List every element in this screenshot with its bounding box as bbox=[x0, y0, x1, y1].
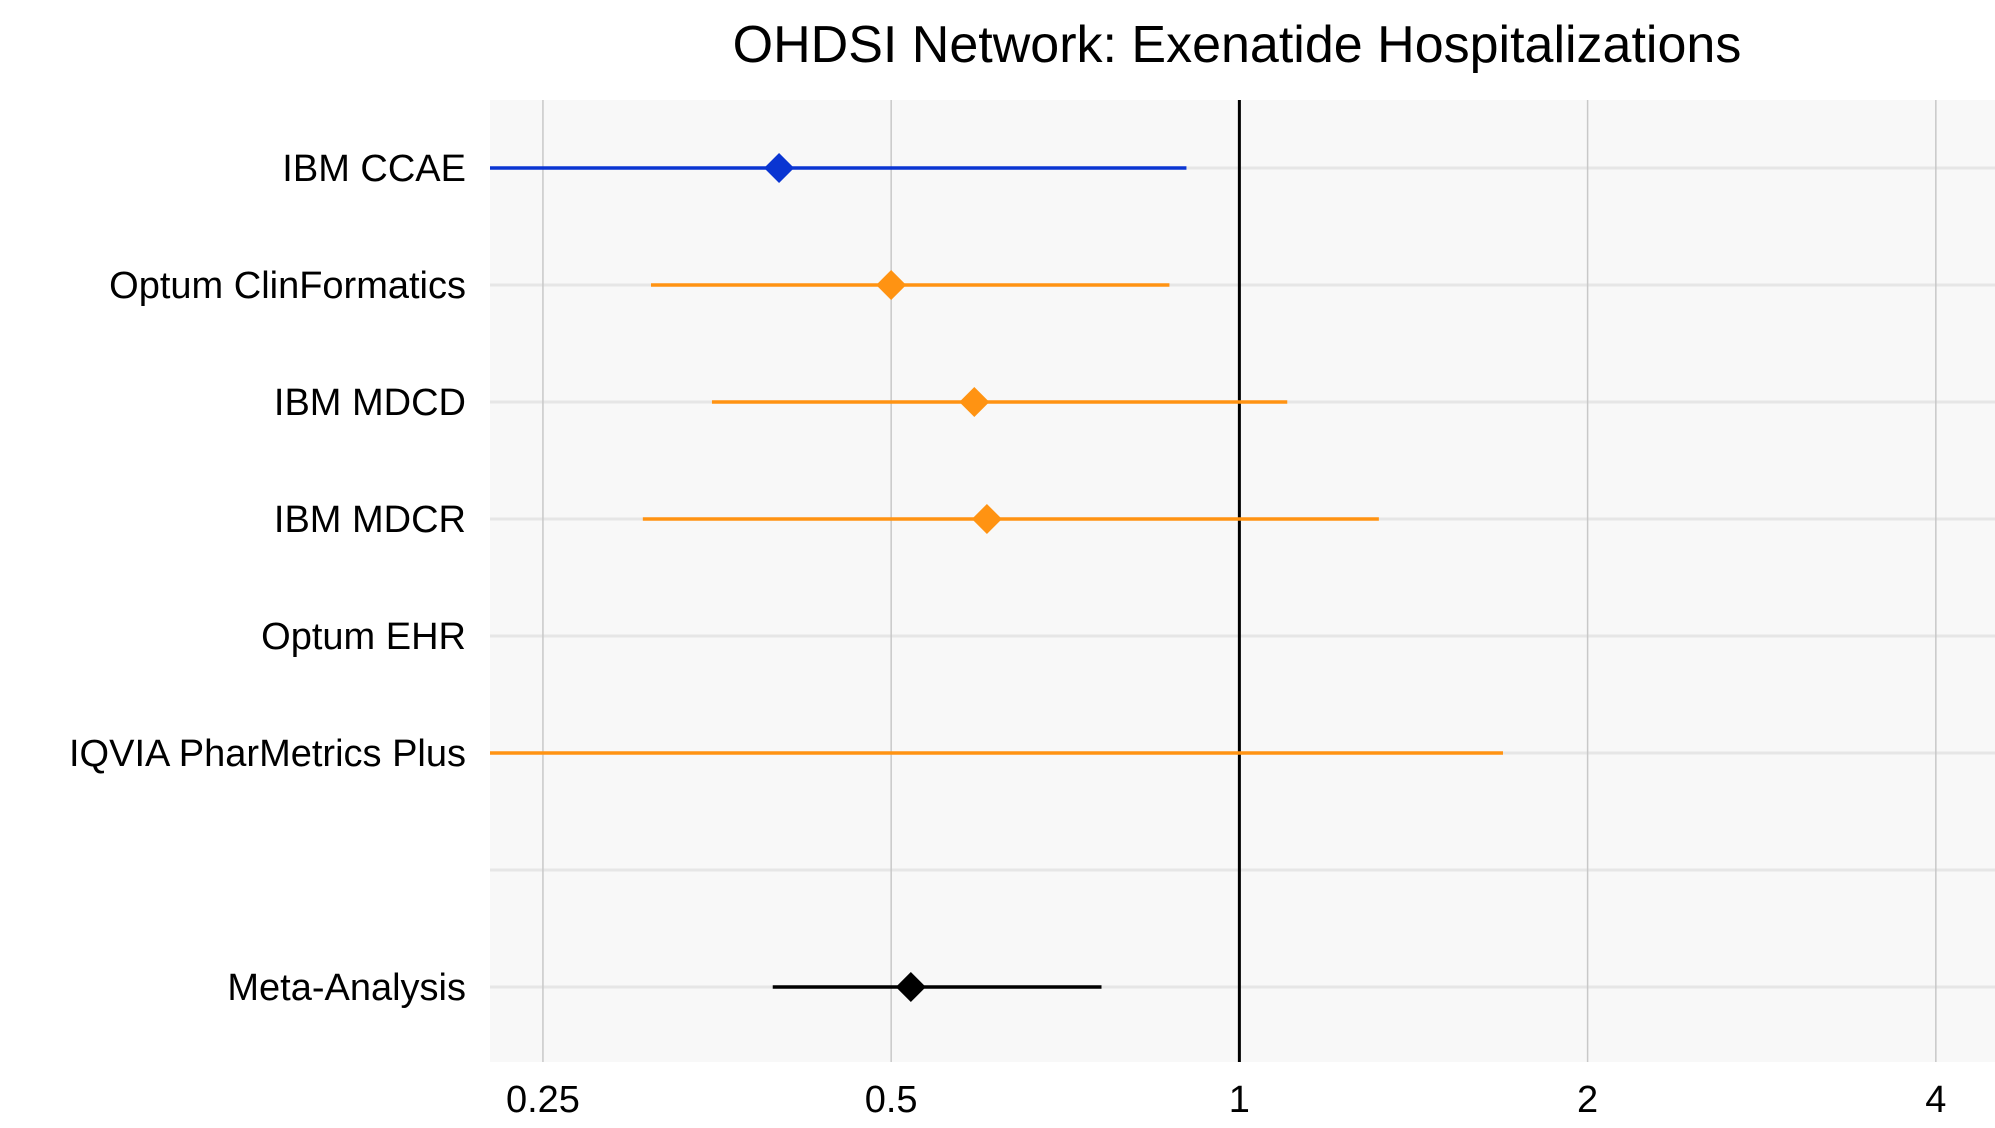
x-tick-label: 4 bbox=[1925, 1079, 1946, 1121]
row-labels: IBM CCAE Optum ClinFormatics IBM MDCD IBM M… bbox=[69, 148, 466, 1009]
point-estimate bbox=[971, 504, 1002, 534]
vertical-gridlines bbox=[542, 100, 1937, 1062]
point-estimate bbox=[876, 270, 907, 300]
row-label: Optum EHR bbox=[261, 616, 466, 658]
x-tick-label: 1 bbox=[1229, 1079, 1250, 1121]
x-tick-label: 2 bbox=[1577, 1079, 1598, 1121]
point-estimates bbox=[764, 153, 1002, 1002]
point-estimate bbox=[959, 387, 990, 417]
row-label: IBM CCAE bbox=[282, 148, 466, 190]
chart-title: OHDSI Network: Exenatide Hospitalization… bbox=[733, 16, 1742, 74]
point-estimate bbox=[764, 153, 795, 183]
row-label: IQVIA PharMetrics Plus bbox=[69, 733, 466, 775]
x-tick-label: 0.25 bbox=[506, 1079, 580, 1121]
plot-panel bbox=[490, 100, 1995, 1062]
row-label: Meta-Analysis bbox=[227, 967, 466, 1009]
x-axis-tick-labels: 0.25 0.5 1 2 4 bbox=[506, 1079, 1946, 1121]
row-label: IBM MDCR bbox=[274, 499, 466, 541]
row-label: IBM MDCD bbox=[274, 382, 466, 424]
confidence-intervals bbox=[490, 166, 1503, 989]
point-estimate bbox=[895, 972, 926, 1002]
x-tick-label: 0.5 bbox=[865, 1079, 918, 1121]
row-label: Optum ClinFormatics bbox=[109, 265, 466, 307]
